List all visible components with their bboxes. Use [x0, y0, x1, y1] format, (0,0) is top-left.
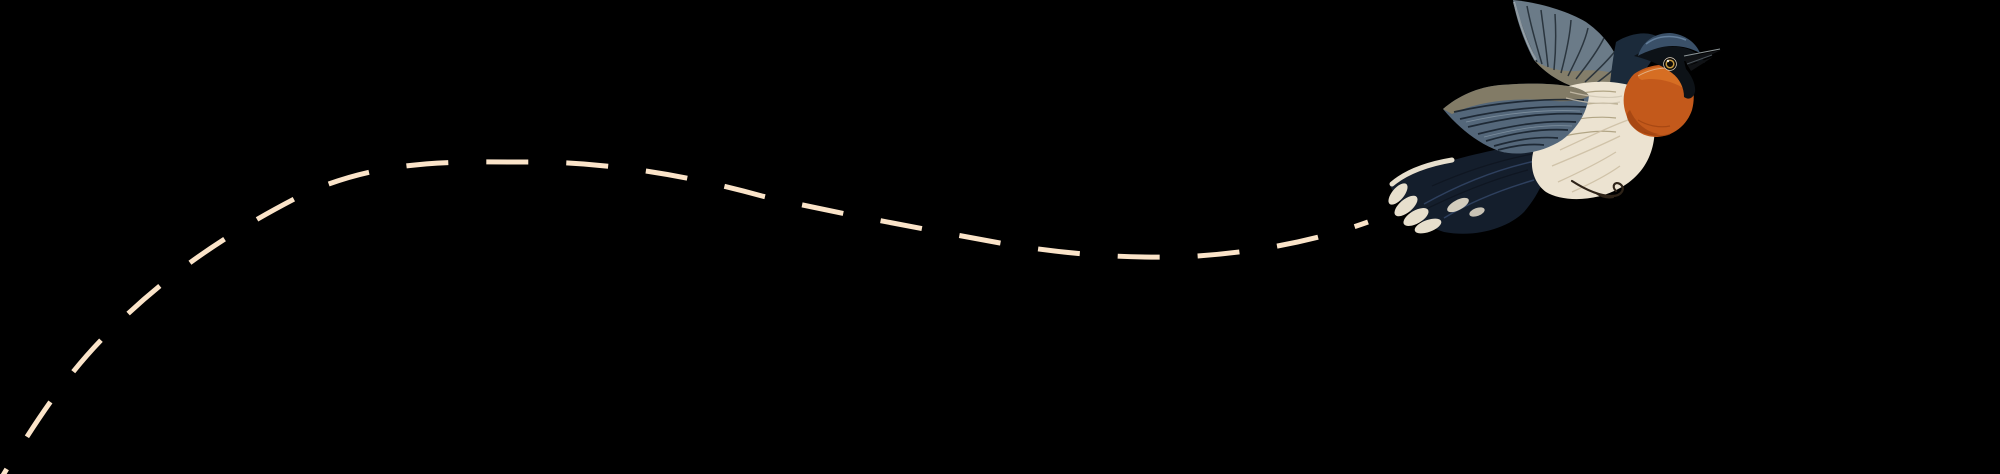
tail-white-tip — [1394, 195, 1418, 217]
tail-cream-leading-edge — [1389, 157, 1455, 187]
bird-beak — [1683, 48, 1721, 71]
bird-head-cap — [1638, 33, 1700, 56]
breast-shading — [1627, 110, 1660, 135]
breast-streaks — [1637, 119, 1671, 137]
beak-lower — [1688, 57, 1713, 71]
tail-white-patch — [1469, 207, 1485, 217]
flight-path-dashed-line — [0, 159, 1369, 474]
bird-feet — [1570, 179, 1624, 199]
near-wing-brown-band — [1443, 83, 1589, 114]
tail-white-tip — [1388, 183, 1408, 205]
tail-white-patch — [1447, 197, 1469, 213]
bird-tail — [1388, 140, 1555, 234]
belly-shading — [1551, 119, 1629, 193]
bird-near-wing — [1443, 83, 1623, 154]
beak-gape-line — [1686, 54, 1713, 65]
near-wing-light-lines — [1465, 110, 1581, 138]
beak-culmen-highlight — [1683, 48, 1721, 57]
bird-eye — [1663, 57, 1677, 71]
far-wing-leading-edge-highlight — [1513, 1, 1537, 61]
tail-white-tip — [1414, 218, 1442, 234]
shoulder-light-streaks — [1565, 91, 1623, 104]
bird-illustration — [1388, 0, 1721, 234]
tail-sheen — [1423, 159, 1541, 219]
eye-glint — [1666, 59, 1670, 63]
mantle-streaks — [1559, 90, 1619, 137]
head-cap-sheen — [1645, 35, 1687, 45]
near-wing-striations — [1453, 98, 1587, 151]
eye-gold-ring — [1665, 59, 1675, 69]
tail-shape — [1390, 140, 1555, 234]
tail-white-tip — [1403, 208, 1429, 226]
tail-feather-separations — [1415, 151, 1545, 215]
